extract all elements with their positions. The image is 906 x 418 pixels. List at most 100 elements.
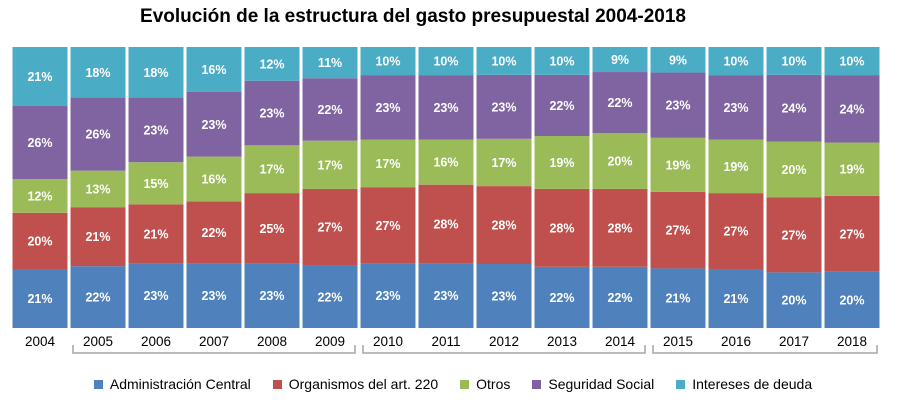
segment-value-label: 10% [839, 55, 864, 69]
bar-segment [650, 72, 706, 138]
segment-value-label: 28% [433, 218, 458, 232]
segment-value-label: 22% [607, 291, 632, 305]
bar-segment [708, 193, 764, 269]
x-tick-label: 2014 [605, 334, 636, 349]
bar-segment [244, 145, 300, 194]
segment-value-label: 23% [375, 289, 400, 303]
segment-value-label: 23% [201, 289, 226, 303]
bar-segment [650, 47, 706, 73]
segment-value-label: 13% [85, 182, 110, 196]
bar-segment [534, 74, 590, 137]
x-tick-label: 2006 [141, 334, 171, 349]
segment-value-label: 20% [839, 293, 864, 307]
bar-segment [650, 191, 706, 269]
segment-value-label: 10% [375, 55, 400, 69]
bar-segment [244, 47, 300, 81]
x-tick-label: 2015 [663, 334, 693, 349]
bar-segment [302, 140, 358, 189]
bar-segment [708, 139, 764, 194]
segment-value-label: 19% [549, 156, 574, 170]
segment-value-label: 10% [549, 54, 574, 68]
category-group-bracket [652, 345, 878, 354]
segment-value-label: 17% [317, 158, 342, 172]
legend-swatch [272, 379, 282, 389]
segment-value-label: 18% [85, 66, 110, 80]
category-brackets-layer [72, 345, 878, 354]
bar-segment [824, 271, 880, 328]
bar-segment [592, 188, 648, 267]
legend-swatch [93, 379, 103, 389]
category-group-bracket [72, 345, 356, 354]
segment-value-label: 9% [669, 53, 687, 67]
bar-segment [128, 97, 184, 163]
segment-value-label: 27% [781, 228, 806, 242]
bar-segment [12, 212, 68, 269]
bar-segment [476, 47, 532, 75]
bar-segment [766, 141, 822, 198]
segment-value-label: 17% [491, 156, 516, 170]
segment-value-label: 27% [723, 225, 748, 239]
category-group-bracket [362, 345, 646, 354]
segment-value-label: 16% [201, 63, 226, 77]
x-tick-label: 2009 [315, 334, 345, 349]
bar-segment [244, 80, 300, 146]
segment-value-label: 24% [781, 102, 806, 116]
segment-value-label: 11% [318, 56, 342, 70]
x-tick-label: 2018 [837, 334, 867, 349]
bar-segment [12, 268, 68, 328]
bar-segment [708, 47, 764, 76]
bar-segment [592, 47, 648, 73]
segment-value-label: 23% [143, 123, 168, 137]
bar-segment [650, 268, 706, 328]
bar-segment [244, 263, 300, 328]
segment-value-label: 22% [317, 103, 342, 117]
segment-value-label: 27% [839, 227, 864, 241]
segment-value-label: 22% [549, 99, 574, 113]
segment-value-label: 16% [433, 156, 458, 170]
bar-segment [824, 75, 880, 143]
legend-label: Seguridad Social [548, 376, 655, 392]
segment-value-label: 26% [27, 136, 52, 150]
bar-segment [650, 137, 706, 192]
bar-segment [708, 75, 764, 140]
bar-segment [186, 263, 242, 328]
segment-value-label: 23% [491, 100, 516, 114]
segment-value-label: 23% [143, 289, 168, 303]
x-tick-labels-layer: 2004 2005 2006 2007 2008 2009 2010 2011 2012 2013… [25, 334, 867, 349]
segment-value-label: 23% [665, 99, 690, 113]
legend-item: Seguridad Social [532, 376, 654, 392]
bar-segment [534, 266, 590, 328]
x-tick-label: 2013 [547, 334, 577, 349]
bar-segment [766, 47, 822, 75]
bar-segment [360, 139, 416, 188]
legend-label: Organismos del art. 220 [288, 376, 439, 392]
bar-segment [302, 47, 358, 79]
legend-item: Organismos del art. 220 [272, 376, 439, 392]
bar-segment [534, 188, 590, 267]
bars-layer [12, 47, 880, 328]
segment-value-label: 27% [317, 221, 342, 235]
legend-item: Administración Central [93, 376, 251, 392]
segment-value-label: 23% [723, 101, 748, 115]
segment-value-label: 20% [27, 234, 52, 248]
segment-value-label: 27% [665, 224, 690, 238]
bar-segment [592, 266, 648, 328]
bar-segment [70, 266, 126, 328]
segment-value-label: 26% [85, 128, 110, 142]
segment-value-label: 20% [607, 155, 632, 169]
legend-swatch [460, 379, 470, 389]
segment-value-label: 21% [723, 292, 748, 306]
segment-value-label: 12% [27, 189, 52, 203]
segment-value-label: 23% [259, 107, 284, 121]
x-tick-label: 2012 [489, 334, 519, 349]
segment-value-label: 10% [781, 54, 806, 68]
segment-value-label: 28% [549, 221, 574, 235]
bar-segment [708, 268, 764, 328]
x-tick-label: 2007 [199, 334, 229, 349]
bar-segment [244, 193, 300, 264]
segment-value-label: 22% [549, 291, 574, 305]
legend-swatch [676, 379, 686, 389]
legend-item: Otros [460, 376, 510, 392]
segment-value-label: 25% [259, 222, 284, 236]
bar-segment [360, 187, 416, 264]
